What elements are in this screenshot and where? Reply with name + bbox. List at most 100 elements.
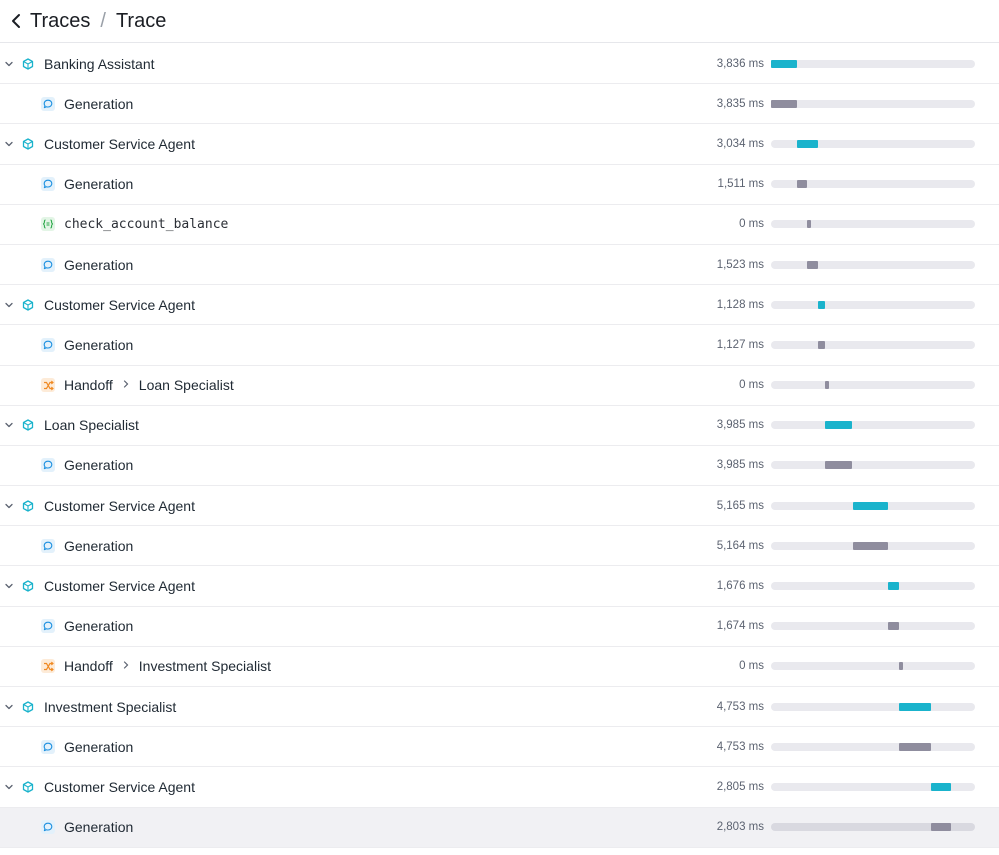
span-row-generation[interactable]: Generation 3,835 ms xyxy=(0,84,999,125)
timeline-track xyxy=(771,501,975,510)
breadcrumb-traces-link[interactable]: Traces xyxy=(30,9,91,32)
timeline-bar xyxy=(797,180,808,189)
span-duration: 4,753 ms xyxy=(716,700,764,713)
chevron-down-icon[interactable] xyxy=(3,580,15,592)
span-label: Generation xyxy=(64,819,133,835)
span-duration: 1,128 ms xyxy=(716,298,764,311)
handoff-shuffle-icon xyxy=(41,659,55,674)
timeline-bar xyxy=(825,421,853,430)
span-row-generation[interactable]: Generation 2,803 ms xyxy=(0,807,999,848)
timeline-track xyxy=(771,260,975,269)
chevron-down-icon[interactable] xyxy=(3,500,15,512)
span-label: Customer Service Agent xyxy=(44,297,195,313)
span-label: Customer Service Agent xyxy=(44,498,195,514)
span-name: Generation xyxy=(64,738,134,755)
span-duration: 3,985 ms xyxy=(716,459,764,472)
timeline-bar xyxy=(899,702,932,711)
generation-chat-icon xyxy=(41,177,55,192)
span-row-handoff[interactable]: Handoff Investment Specialist 0 ms xyxy=(0,647,999,687)
span-name: Generation xyxy=(64,176,134,193)
timeline-track xyxy=(771,782,975,791)
span-label: Banking Assistant xyxy=(44,56,155,72)
span-name: check_account_balance xyxy=(64,216,229,232)
span-row-agent[interactable]: Customer Service Agent 1,676 ms xyxy=(0,566,999,607)
span-row-agent[interactable]: Investment Specialist 4,753 ms xyxy=(0,687,999,728)
span-name: Customer Service Agent xyxy=(44,296,195,313)
agent-cube-icon xyxy=(21,780,35,794)
span-row-generation[interactable]: Generation 1,511 ms xyxy=(0,165,999,205)
timeline-track xyxy=(771,582,975,591)
chevron-down-icon[interactable] xyxy=(3,138,15,150)
span-name: Customer Service Agent xyxy=(44,578,195,595)
span-row-generation[interactable]: Generation 5,164 ms xyxy=(0,526,999,567)
chevron-down-icon[interactable] xyxy=(3,781,15,793)
span-name: Generation xyxy=(64,336,134,353)
handoff-target: Loan Specialist xyxy=(138,377,234,394)
timeline-bar xyxy=(899,662,904,671)
function-braces-icon xyxy=(41,217,55,232)
handoff-shuffle-icon xyxy=(41,378,55,393)
timeline-bar xyxy=(771,59,798,68)
timeline-bar xyxy=(807,220,812,229)
timeline-bar xyxy=(797,139,818,148)
span-duration: 5,164 ms xyxy=(716,539,764,552)
span-row-agent[interactable]: Customer Service Agent 2,805 ms xyxy=(0,767,999,808)
span-name: Generation xyxy=(64,457,134,474)
span-row-function[interactable]: check_account_balance 0 ms xyxy=(0,205,999,245)
span-name: Customer Service Agent xyxy=(44,778,195,795)
handoff-target: Investment Specialist xyxy=(138,658,272,675)
timeline-track xyxy=(771,381,975,390)
span-duration: 0 ms xyxy=(739,218,764,231)
span-duration: 1,511 ms xyxy=(717,178,764,191)
timeline-track xyxy=(771,742,975,751)
span-label: Generation xyxy=(64,618,133,634)
timeline-track xyxy=(771,180,975,189)
span-row-generation[interactable]: Generation 1,127 ms xyxy=(0,325,999,366)
span-label: Customer Service Agent xyxy=(44,578,195,594)
timeline-track xyxy=(771,340,975,349)
chevron-down-icon[interactable] xyxy=(3,58,15,70)
timeline-bar xyxy=(899,742,932,751)
span-duration: 1,127 ms xyxy=(716,338,764,351)
generation-chat-icon xyxy=(41,96,55,111)
timeline-track xyxy=(771,622,975,631)
span-name: Generation xyxy=(64,256,134,273)
span-label: Handoff Investment Specialist xyxy=(64,658,271,674)
agent-cube-icon xyxy=(21,700,35,714)
chevron-down-icon[interactable] xyxy=(3,701,15,713)
span-duration: 2,803 ms xyxy=(716,821,764,834)
span-name: Loan Specialist xyxy=(44,417,139,434)
span-row-generation[interactable]: Generation 1,674 ms xyxy=(0,607,999,647)
chevron-down-icon[interactable] xyxy=(3,419,15,431)
timeline-track xyxy=(771,300,975,309)
span-label: Generation xyxy=(64,176,133,192)
span-row-agent[interactable]: Banking Assistant 3,836 ms xyxy=(0,44,999,85)
span-row-generation[interactable]: Generation 3,985 ms xyxy=(0,446,999,487)
timeline-bar xyxy=(852,541,888,550)
chevron-down-icon[interactable] xyxy=(3,299,15,311)
span-label: Generation xyxy=(64,337,133,353)
span-row-agent[interactable]: Customer Service Agent 5,165 ms xyxy=(0,486,999,527)
chevron-left-icon[interactable] xyxy=(8,9,24,33)
span-label: Customer Service Agent xyxy=(44,779,195,795)
span-row-agent[interactable]: Loan Specialist 3,985 ms xyxy=(0,406,999,446)
span-row-agent[interactable]: Customer Service Agent 1,128 ms xyxy=(0,285,999,326)
generation-chat-icon xyxy=(41,619,55,634)
span-duration: 1,676 ms xyxy=(716,580,764,593)
span-row-agent[interactable]: Customer Service Agent 3,034 ms xyxy=(0,124,999,165)
span-row-handoff[interactable]: Handoff Loan Specialist 0 ms xyxy=(0,366,999,406)
span-duration: 3,985 ms xyxy=(716,419,764,432)
timeline-bar xyxy=(931,782,951,791)
span-row-generation[interactable]: Generation 4,753 ms xyxy=(0,727,999,768)
agent-cube-icon xyxy=(21,298,35,312)
timeline-bar xyxy=(825,461,853,470)
span-label: Loan Specialist xyxy=(44,417,139,433)
timeline-bar xyxy=(817,340,826,349)
timeline-bar xyxy=(852,501,888,510)
timeline-track xyxy=(771,662,975,671)
generation-chat-icon xyxy=(41,337,55,352)
page-title: Trace xyxy=(115,9,167,32)
span-duration: 5,165 ms xyxy=(716,499,764,512)
agent-cube-icon xyxy=(21,418,35,432)
span-row-generation[interactable]: Generation 1,523 ms xyxy=(0,245,999,286)
